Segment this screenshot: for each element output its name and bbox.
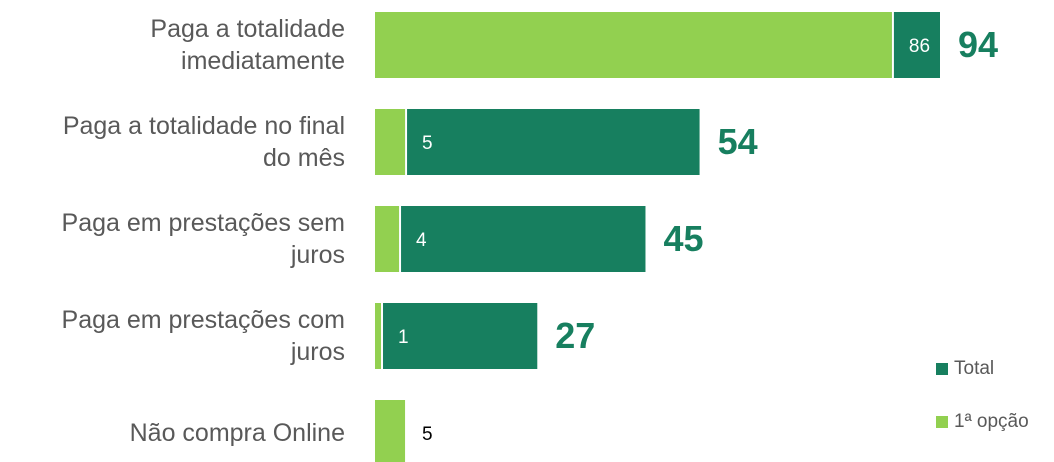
data-label: 5 (422, 424, 433, 445)
data-label: 4 (416, 230, 427, 251)
category-label: Não compra Online (129, 419, 345, 447)
legend-item: 1ª opção (936, 411, 1029, 433)
data-label: 1 (398, 327, 409, 348)
bar (375, 109, 700, 175)
legend-swatch (936, 363, 948, 375)
total-label: 54 (718, 121, 758, 162)
bar (375, 206, 646, 272)
total-label: 45 (663, 218, 703, 259)
legend-item: Total (936, 358, 994, 380)
category-label: Paga em prestações sem juros (61, 209, 345, 269)
category-label: Paga em prestações com juros (61, 306, 345, 366)
data-label: 5 (422, 133, 433, 154)
bar (375, 206, 400, 272)
category-label: Paga a totalidade no final do mês (62, 112, 345, 172)
bar (375, 400, 406, 462)
category-label: Paga a totalidade imediatamente (150, 15, 345, 75)
legend-label: Total (954, 358, 995, 379)
bar (375, 12, 892, 78)
total-label: 27 (555, 315, 595, 356)
data-label: 86 (909, 36, 930, 57)
bar (375, 303, 382, 369)
bar (375, 109, 406, 175)
legend-swatch (936, 416, 948, 428)
legend-label: 1ª opção (954, 411, 1029, 432)
bar (375, 303, 538, 369)
total-label: 94 (958, 24, 998, 65)
